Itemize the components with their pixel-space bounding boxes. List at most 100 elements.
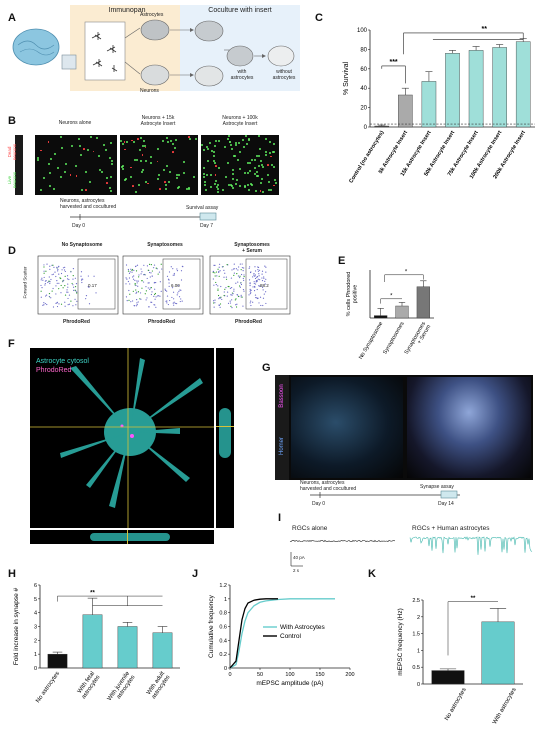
live-cell [156,177,159,180]
flow-event [44,282,46,285]
flow-event [172,268,174,270]
flow-event [125,283,127,285]
trace-rgc-alone [289,539,396,543]
live-cell [203,149,206,152]
live-cell [273,165,276,168]
y-tick-label: 1 [224,597,227,603]
live-cell [212,155,215,158]
flow-event [261,286,264,288]
live-cell [53,153,56,156]
panel-label-k: K [368,568,376,580]
flow-event [64,275,66,277]
flow-event [131,268,133,271]
dead-cell [132,185,134,187]
flow-event [45,294,48,296]
live-cell [230,144,233,147]
live-cell [271,164,274,167]
flow-event [51,290,53,292]
flow-event [223,294,225,297]
flow-event [258,269,261,271]
flow-event [133,275,135,277]
flow-event [127,270,130,272]
flow-event [60,303,63,305]
y-tick-label: 60 [360,67,367,73]
neuron-culture-dish-icon [194,65,224,87]
dead-cell [141,154,144,156]
flow-event [152,267,155,269]
flow-event [153,304,155,306]
y-tick-label: 4 [34,611,37,617]
live-cell [227,137,230,140]
live-cell [122,167,125,170]
flow-event [239,286,241,288]
live-cell [213,182,216,185]
live-cell [122,143,125,146]
y-tick-label: 5 [34,597,37,603]
dead-cell [273,184,275,187]
flow-event [215,281,217,284]
live-cell [56,167,59,170]
flow-event [254,275,256,277]
flow-event [158,295,160,297]
dead-cell [144,146,147,149]
flow-event [166,290,168,292]
live-cell [230,184,233,187]
timeline-g-text: Neurons, astrocytes harvested and cocult… [300,480,357,492]
flow-event [151,291,153,293]
flow-event [214,299,216,301]
live-cell [162,168,165,171]
y-tick-label: 2 [417,615,420,621]
flow-event [249,290,251,292]
flow-event [150,293,153,296]
flow-event [64,305,66,307]
flow-event [155,306,157,308]
live-cell [139,160,142,163]
flow-event [49,265,51,267]
flow-event [56,302,58,304]
live-cell [49,158,52,161]
panel-label-h: H [8,568,16,580]
live-cell [244,171,247,174]
flow-event [48,292,51,295]
flow-event [140,298,142,300]
live-cell [164,183,167,186]
live-cell [178,185,181,188]
flow-event [166,275,169,277]
flow-event [254,277,257,280]
live-cell [60,176,63,179]
flow-event [238,266,240,268]
y-tick-label: 6 [34,583,37,589]
flow-event [219,297,222,299]
flow-event [218,270,220,273]
gate-value-2: 6.00 [171,283,180,288]
flow-event [249,288,251,290]
dead-cell [187,135,190,138]
flow-event [51,264,53,266]
flow-event [235,282,237,284]
flow-event [148,263,151,265]
live-cell [253,173,256,176]
live-cell [135,159,138,162]
dead-cell [267,164,269,166]
live-cell [267,181,270,184]
flow-event [142,281,145,283]
flow-event [150,286,152,289]
flow-event [74,289,76,291]
panel-label-e: E [338,255,346,267]
flow-event [74,298,76,300]
astrocytes-label: Astrocytes [140,12,164,18]
live-cell [140,171,143,174]
live-cell [228,135,231,138]
flow-event [43,304,45,306]
live-cell [37,159,40,162]
live-cell [214,139,217,142]
live-cell [268,188,271,191]
flow-event [253,281,255,283]
live-cell [203,181,206,183]
flow-event [48,295,50,298]
live-cell [257,135,260,138]
live-cell [261,178,264,181]
flow-event [243,267,245,269]
flow-event [168,271,171,273]
flow-event [259,279,261,281]
